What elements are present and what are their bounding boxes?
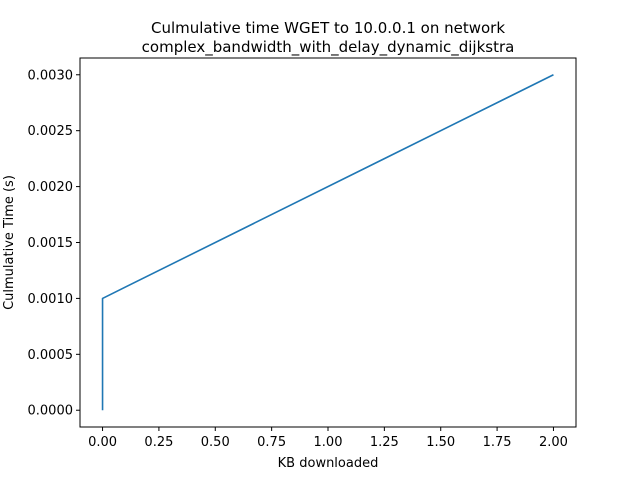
y-axis-label: Culmulative Time (s): [2, 175, 17, 310]
x-tick-label: 0.00: [88, 435, 117, 450]
x-tick-label: 1.25: [370, 435, 399, 450]
y-tick-label: 0.0010: [28, 292, 74, 307]
x-tick-label: 0.75: [257, 435, 286, 450]
chart-title: Culmulative time WGET to 10.0.0.1 on net…: [151, 19, 505, 37]
x-tick-label: 0.25: [144, 435, 173, 450]
series-layer: [101, 74, 554, 411]
x-tick-label: 2.00: [539, 435, 568, 450]
series-line-0: [101, 74, 554, 411]
y-tick-label: 0.0025: [28, 124, 74, 139]
x-tick-label: 1.75: [483, 435, 512, 450]
y-tick-label: 0.0005: [28, 348, 74, 363]
ticks-layer: 0.00 0.25 0.50 0.75 1.00 1.25 1.50 1.75 2.00 0.00…: [28, 68, 568, 450]
y-tick-label: 0.0030: [28, 68, 74, 83]
y-tick-label: 0.0000: [28, 404, 74, 419]
x-axis-label: KB downloaded: [278, 456, 379, 471]
y-tick-label: 0.0020: [28, 180, 74, 195]
plot-frame: [79, 57, 577, 428]
x-tick-label: 1.50: [426, 435, 455, 450]
chart-subtitle: complex_bandwidth_with_delay_dynamic_dij…: [142, 38, 515, 57]
x-tick-label: 1.00: [314, 435, 343, 450]
y-tick-label: 0.0015: [28, 236, 74, 251]
x-tick-label: 0.50: [201, 435, 230, 450]
